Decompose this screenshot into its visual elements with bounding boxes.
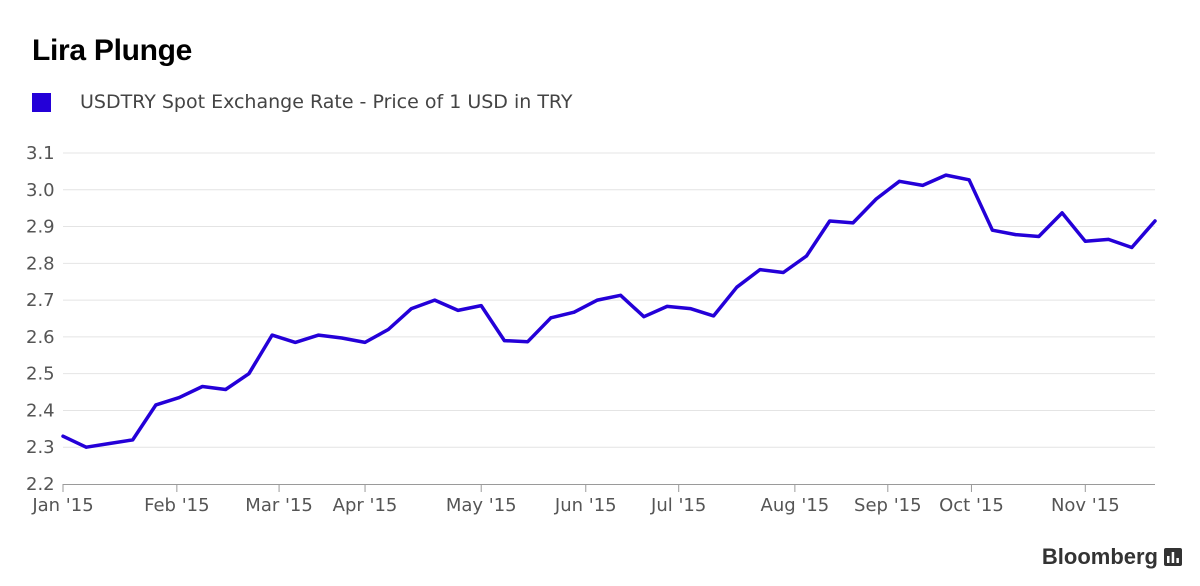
data-point [735, 285, 739, 289]
x-tick-label: Feb '15 [144, 495, 209, 516]
data-point [828, 219, 832, 223]
x-tick-label: May '15 [446, 495, 517, 516]
x-tick-label: Jun '15 [554, 495, 617, 516]
data-point [1153, 219, 1157, 223]
data-point [363, 340, 367, 344]
data-point [944, 173, 948, 177]
data-point [1060, 211, 1064, 215]
data-point [224, 387, 228, 391]
data-point [340, 336, 344, 340]
y-tick-label: 2.6 [26, 327, 55, 348]
data-point [1083, 239, 1087, 243]
y-tick-label: 2.9 [26, 217, 55, 238]
brand-logo: Bloomberg [1042, 544, 1182, 570]
data-point [921, 183, 925, 187]
y-tick-label: 2.8 [26, 253, 55, 274]
data-point [317, 333, 321, 337]
data-point [619, 293, 623, 297]
data-point [781, 271, 785, 275]
data-point [990, 228, 994, 232]
x-tick-label: Oct '15 [939, 495, 1004, 516]
data-point [665, 304, 669, 308]
data-point [61, 434, 65, 438]
x-tick-label: Apr '15 [333, 495, 398, 516]
legend-swatch [32, 92, 51, 112]
x-tick-label: Aug '15 [761, 495, 830, 516]
brand-name: Bloomberg [1041, 544, 1158, 569]
x-tick-label: Sep '15 [854, 495, 922, 516]
chart-title: Lira Plunge [32, 34, 193, 67]
data-point [595, 298, 599, 302]
data-point [1130, 246, 1134, 250]
data-point [247, 372, 251, 376]
y-tick-label: 3.1 [26, 143, 55, 164]
bar-chart-icon [1164, 548, 1182, 566]
x-tick-label: Jul '15 [650, 495, 706, 516]
x-tick-label: Nov '15 [1051, 495, 1120, 516]
data-point [84, 445, 88, 449]
data-point [386, 328, 390, 332]
data-point [758, 268, 762, 272]
data-point [549, 316, 553, 320]
data-point [897, 179, 901, 183]
data-point [270, 333, 274, 337]
data-point [177, 396, 181, 400]
legend-label: USDTRY Spot Exchange Rate - Price of 1 U… [80, 91, 573, 113]
data-point [851, 221, 855, 225]
series-line [61, 173, 1157, 449]
data-point [293, 340, 297, 344]
data-point [1037, 234, 1041, 238]
y-tick-label: 3.0 [26, 180, 55, 201]
data-point [131, 438, 135, 442]
data-point [967, 178, 971, 182]
data-point [502, 339, 506, 343]
data-point [1014, 233, 1018, 237]
data-point [688, 307, 692, 311]
y-tick-label: 2.7 [26, 290, 55, 311]
data-point [572, 310, 576, 314]
y-tick-label: 2.4 [26, 400, 55, 421]
y-tick-label: 2.3 [26, 437, 55, 458]
chart-legend: USDTRY Spot Exchange Rate - Price of 1 U… [32, 90, 573, 114]
y-tick-label: 2.2 [26, 474, 55, 495]
data-point [804, 254, 808, 258]
x-tick-label: Mar '15 [245, 495, 313, 516]
data-point [410, 307, 414, 311]
data-point [433, 298, 437, 302]
data-point [456, 308, 460, 312]
data-point [200, 385, 204, 389]
x-tick-label: Jan '15 [31, 495, 93, 516]
data-point [526, 340, 530, 344]
data-point [154, 403, 158, 407]
data-point [712, 314, 716, 318]
data-point [479, 304, 483, 308]
y-tick-label: 2.5 [26, 364, 55, 385]
data-point [107, 442, 111, 446]
data-point [874, 197, 878, 201]
data-point [1107, 237, 1111, 241]
data-point [642, 315, 646, 319]
